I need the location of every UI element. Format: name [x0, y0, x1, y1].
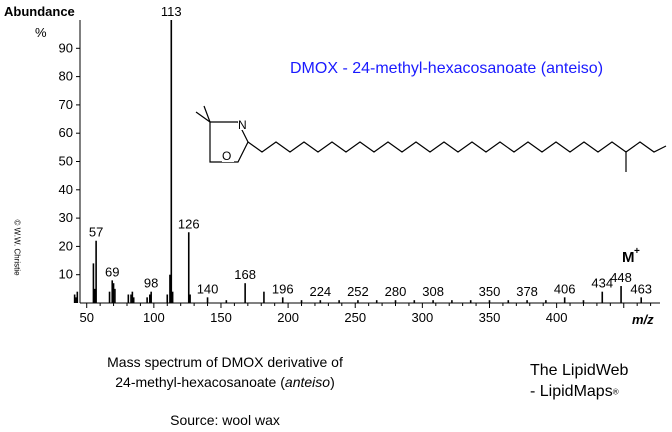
caption-line-1: Mass spectrum of DMOX derivative of — [107, 354, 343, 370]
caption-line-2: 24-methyl-hexacosanoate (anteiso) — [115, 374, 335, 390]
chart-title: DMOX - 24-methyl-hexacosanoate (anteiso) — [290, 60, 603, 77]
peak-bars — [73, 20, 643, 303]
x-tick-label: 250 — [344, 310, 366, 325]
peak-label: 434 — [591, 276, 613, 291]
x-tick-label: 150 — [210, 310, 232, 325]
peak-label: 98 — [144, 276, 158, 291]
peak-labels: 57 69 98 113 126 140 168 196 224 252 280 308 350 378 4… — [89, 4, 652, 299]
alkyl-chain — [247, 141, 667, 153]
molecular-ion-label: M — [622, 249, 635, 266]
peak-label: 463 — [630, 281, 652, 296]
y-tick-label: 10 — [59, 267, 73, 282]
y-tick-label: 60 — [59, 125, 73, 140]
peak-label: 140 — [197, 281, 219, 296]
y-axis-unit: % — [35, 25, 47, 40]
brand-block: The LipidWeb - LipidMaps® — [530, 360, 672, 402]
peak-label: 252 — [347, 284, 369, 299]
x-tick-label: 300 — [412, 310, 434, 325]
peak-label: 57 — [89, 225, 103, 240]
x-tick-label: 100 — [143, 310, 165, 325]
peak-label: 448 — [610, 270, 632, 285]
y-tick-label: 30 — [59, 210, 73, 225]
peak-label: 196 — [272, 281, 294, 296]
source-line: Source: wool wax — [170, 412, 280, 428]
peak-label: 168 — [234, 267, 256, 282]
x-tick-label: 200 — [277, 310, 299, 325]
molecular-ion-marker: M + — [622, 246, 640, 266]
peak-label: 406 — [554, 281, 576, 296]
y-tick-label: 40 — [59, 182, 73, 197]
x-axis-title: m/z — [632, 312, 654, 327]
peak-label: 69 — [105, 264, 119, 279]
peak-label: 113 — [161, 4, 182, 19]
figure-caption: Mass spectrum of DMOX derivative of 24-m… — [80, 352, 370, 392]
peak-label: 280 — [385, 284, 407, 299]
peak-label: 350 — [479, 284, 501, 299]
y-axis-title: Abundance — [4, 4, 75, 19]
mass-spectrum-chart: 10 20 30 40 50 60 70 80 90 50 100 150 200 250 300 350 40… — [4, 4, 667, 327]
y-tick-label: 70 — [59, 97, 73, 112]
x-tick-label: 400 — [546, 310, 568, 325]
ring-atom-n: N — [238, 118, 247, 132]
y-tick-label: 50 — [59, 154, 73, 169]
x-tick-label: 50 — [79, 310, 93, 325]
peak-label: 224 — [309, 284, 331, 299]
ring-atom-o: O — [222, 149, 231, 163]
copyright-notice: © W.W. Christie — [12, 219, 22, 276]
peak-label: 126 — [178, 216, 200, 231]
brand-line-1: The LipidWeb — [530, 362, 629, 379]
oxazoline-ring — [195, 105, 249, 163]
caption-italic: anteiso — [284, 374, 331, 390]
peak-label: 308 — [422, 284, 444, 299]
molecular-ion-charge: + — [634, 246, 640, 257]
y-tick-label: 90 — [59, 40, 73, 55]
dmox-structure: N O — [195, 105, 667, 172]
y-tick-label: 20 — [59, 238, 73, 253]
axes: 10 20 30 40 50 60 70 80 90 50 100 150 200 250 300 350 40… — [59, 20, 660, 325]
y-tick-label: 80 — [59, 69, 73, 84]
brand-line-2: - LipidMaps® — [530, 383, 619, 400]
peak-label: 378 — [516, 284, 538, 299]
registered-mark: ® — [612, 387, 619, 397]
x-tick-label: 350 — [479, 310, 501, 325]
